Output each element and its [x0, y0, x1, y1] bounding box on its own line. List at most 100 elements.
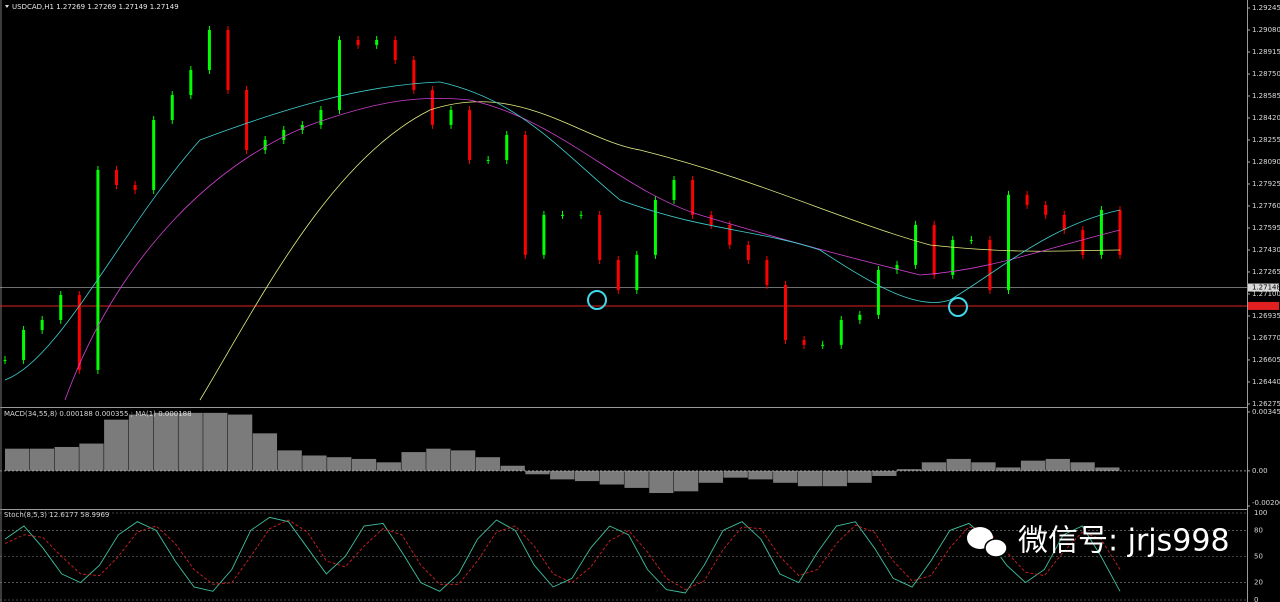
y-tick-label: 50	[1254, 553, 1263, 561]
y-tick-label: 1.27595	[1252, 224, 1280, 232]
price-tag-label: 1.27148	[1252, 284, 1280, 292]
candle-body	[728, 224, 732, 245]
macd-bar	[797, 470, 823, 487]
candle-body	[1081, 229, 1085, 255]
macd-bar	[599, 470, 624, 485]
menu-arrow[interactable]	[5, 5, 9, 8]
y-tick-label: 20	[1254, 579, 1263, 587]
macd-bar	[54, 446, 79, 471]
y-tick-label: 1.28090	[1252, 158, 1280, 166]
candle-body	[1044, 204, 1048, 215]
y-tick-label: 0.00	[1252, 467, 1268, 475]
indicator-label: MACD(34,55,8) 0.000188 0.000355 ; MA(1) …	[4, 410, 192, 418]
candle-body	[449, 109, 453, 125]
candle-body	[1062, 214, 1066, 230]
candle-body	[821, 344, 825, 346]
candle-body	[412, 59, 416, 90]
candle-body	[635, 254, 639, 290]
candle-body	[709, 214, 713, 225]
candle-body	[969, 239, 973, 241]
candle-body	[1007, 194, 1010, 290]
y-tick-label: 1.28750	[1252, 70, 1280, 78]
candle-body	[133, 185, 137, 190]
candle-body	[1099, 209, 1103, 255]
macd-bar	[228, 414, 253, 471]
candle-body	[115, 169, 118, 186]
y-tick-label: 100	[1254, 509, 1267, 517]
macd-bar	[624, 470, 649, 488]
y-tick-label: 1.26275	[1252, 400, 1280, 408]
candle-body	[40, 319, 44, 330]
annotation-circle	[948, 297, 968, 317]
y-tick-label: 1.26440	[1252, 378, 1280, 386]
candle-body	[207, 29, 211, 70]
candle-body	[598, 214, 602, 260]
candle-body	[505, 134, 509, 160]
candle-body	[784, 284, 787, 340]
macd-bar	[351, 458, 377, 471]
symbol-info: USDCAD,H1 1.27269 1.27269 1.27149 1.2714…	[12, 3, 179, 11]
macd-bar	[723, 470, 748, 478]
y-tick-label: 1.28255	[1252, 136, 1280, 144]
candle-body	[932, 224, 936, 275]
candle-body	[672, 179, 676, 200]
candle-body	[579, 214, 583, 216]
y-tick-label: 1.26605	[1252, 356, 1280, 364]
macd-bar	[252, 433, 278, 471]
macd-bar	[921, 462, 947, 471]
candle-body	[951, 239, 955, 275]
macd-bar	[649, 470, 674, 494]
candle-body	[170, 95, 174, 120]
macd-bar	[996, 467, 1021, 471]
moving-average	[64, 97, 1121, 401]
y-tick-label: 1.27100	[1252, 290, 1280, 298]
candle-body	[1025, 194, 1029, 205]
macd-bar	[302, 455, 327, 471]
candle-body	[226, 29, 230, 90]
wechat-icon	[984, 538, 1008, 558]
macd-bar	[1020, 460, 1046, 471]
candle-body	[430, 89, 434, 125]
candle-body	[746, 244, 750, 260]
candle-body	[765, 259, 769, 285]
macd-bar	[401, 452, 426, 471]
stoch-line	[4, 519, 1121, 591]
macd-bar	[674, 470, 699, 492]
macd-bar	[525, 470, 550, 475]
moving-average	[199, 101, 1121, 401]
macd-bar	[153, 412, 178, 471]
level-tag	[1248, 301, 1279, 310]
macd-bar	[946, 458, 971, 471]
candle-body	[263, 139, 267, 150]
candle-body	[189, 69, 193, 96]
candle-body	[3, 359, 7, 361]
macd-bar	[475, 457, 501, 471]
candle-body	[616, 259, 620, 290]
macd-bar	[872, 470, 897, 476]
macd-bar	[1045, 458, 1070, 471]
y-tick-label: 1.28585	[1252, 92, 1280, 100]
macd-bar	[748, 470, 773, 480]
macd-bar	[5, 448, 30, 471]
y-tick-label: 1.29080	[1252, 26, 1280, 34]
macd-bar	[426, 448, 451, 471]
y-tick-label: 0	[1254, 596, 1258, 602]
macd-bar	[1070, 462, 1095, 471]
candle-body	[561, 214, 564, 216]
y-tick-label: 1.27430	[1252, 246, 1280, 254]
candle-body	[319, 109, 323, 125]
candle-body	[77, 295, 81, 370]
candle-body	[468, 109, 472, 160]
macd-bar	[29, 448, 55, 471]
candle-body	[542, 214, 546, 255]
indicator-label: Stoch(8,5,3) 12.6177 58.9969	[4, 511, 109, 519]
candle-body	[839, 319, 843, 345]
macd-bar	[376, 462, 401, 471]
macd-bar	[451, 450, 476, 471]
macd-bar	[698, 470, 724, 483]
candle-body	[988, 239, 992, 290]
y-tick-label: 0.003452	[1252, 408, 1280, 416]
macd-bar	[178, 412, 203, 471]
